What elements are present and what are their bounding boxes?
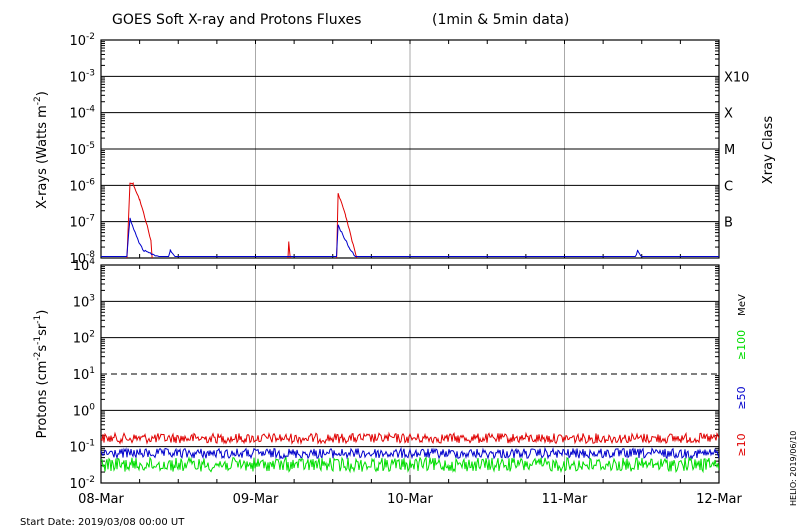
xray-class-label: B: [724, 216, 733, 231]
proton-panel-frame: [100, 264, 720, 484]
chart-title: GOES Soft X-ray and Protons Fluxes: [112, 12, 361, 28]
xray-class-label: X: [724, 107, 733, 122]
xray-class-label: M: [724, 143, 735, 158]
proton-y-tick-label: 102: [73, 330, 95, 347]
proton-y-tick-label: 103: [73, 293, 95, 310]
xray-y-axis-label: X-rays (Watts m-2): [33, 91, 50, 209]
proton-y-tick-label: 101: [73, 366, 95, 383]
xray-panel-frame: [100, 39, 720, 259]
xray-y-tick-label: 10-6: [69, 177, 95, 194]
proton-unit-label: MeV: [737, 294, 748, 316]
x-tick-label: 08-Mar: [78, 492, 124, 507]
xray-class-axis-label: Xray Class: [761, 116, 776, 184]
chart-subtitle: (1min & 5min data): [432, 12, 569, 28]
proton-y-axis-label: Protons (cm-2s-1sr-1): [33, 310, 50, 439]
x-tick-label: 10-Mar: [387, 492, 433, 507]
xray-y-tick-label: 10-4: [69, 105, 95, 122]
proton-series-label: ≥100: [735, 330, 748, 360]
proton-y-tick-label: 104: [73, 257, 96, 274]
footer-start-date: Start Date: 2019/03/08 00:00 UT: [20, 517, 185, 528]
x-tick-label: 12-Mar: [696, 492, 742, 507]
x-tick-label: 11-Mar: [542, 492, 588, 507]
xray-short-series: [101, 217, 719, 257]
proton-y-tick-label: 10-1: [69, 439, 95, 456]
xray-y-tick-label: 10-2: [69, 32, 95, 49]
proton-y-tick-label: 100: [73, 402, 96, 419]
footer-credit: HELIO: 2019/06/10: [789, 431, 798, 506]
proton-series-ge50: [101, 446, 719, 461]
xray-y-tick-label: 10-7: [69, 214, 95, 231]
xray-y-tick-label: 10-8: [69, 250, 95, 267]
x-tick-label: 09-Mar: [233, 492, 279, 507]
xray-y-tick-label: 10-3: [69, 68, 95, 85]
xray-y-tick-label: 10-5: [69, 141, 95, 158]
proton-series-ge10: [101, 431, 719, 445]
proton-series-label: ≥50: [735, 386, 748, 409]
xray-class-label: C: [724, 179, 733, 194]
proton-series-ge100: [101, 455, 719, 474]
proton-series-label: ≥10: [735, 433, 748, 456]
xray-class-label: X10: [724, 70, 749, 85]
proton-y-tick-label: 10-2: [69, 475, 95, 492]
